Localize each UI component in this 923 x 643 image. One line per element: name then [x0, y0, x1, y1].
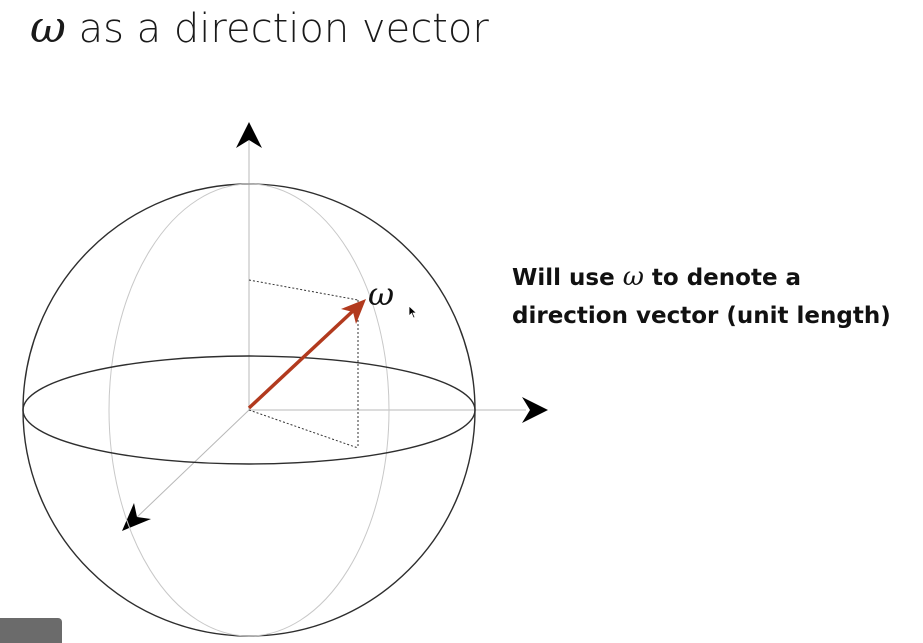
y-axis-arrowhead	[522, 397, 548, 423]
page-title: ω as a direction vector	[30, 2, 489, 53]
omega-symbol: ω	[30, 2, 66, 53]
caption-line-2: direction vector (unit length)	[512, 303, 891, 329]
vector-label: ω	[368, 275, 394, 313]
x-axis-arrowhead	[122, 503, 151, 531]
x-axis	[133, 409, 250, 521]
equator-ellipse	[22, 355, 476, 465]
meridian-ellipse	[108, 183, 390, 637]
caption-line-1: Will use ω to denote a	[512, 262, 802, 292]
title-text: as a direction vector	[65, 6, 489, 52]
omega-symbol: ω	[622, 262, 644, 292]
projection-lines	[248, 279, 359, 449]
mouse-cursor-icon	[408, 305, 418, 319]
z-axis-arrowhead	[236, 122, 262, 148]
caption: Will use ω to denote a direction vector …	[512, 258, 891, 335]
omega-vector	[247, 308, 356, 410]
presenter-thumbnail	[0, 618, 62, 643]
omega-vector-arrowhead	[341, 299, 366, 324]
